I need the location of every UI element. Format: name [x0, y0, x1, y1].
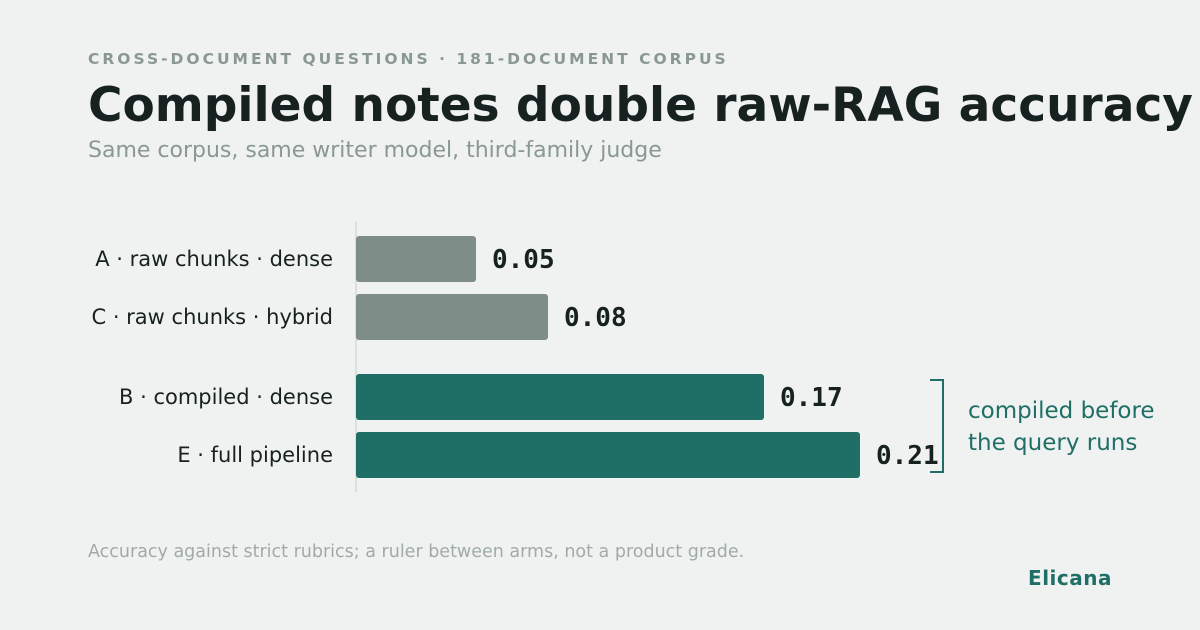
bar-3	[356, 374, 764, 420]
chart-subtitle: Same corpus, same writer model, third-fa…	[88, 138, 662, 163]
category-label: E · full pipeline	[177, 443, 333, 467]
bar-2	[356, 294, 548, 340]
footnote: Accuracy against strict rubrics; a ruler…	[88, 542, 745, 562]
bar-1	[356, 236, 476, 282]
annotation-text: the query runs	[968, 430, 1137, 456]
value-label: 0.17	[780, 383, 843, 413]
chart-eyebrow: CROSS-DOCUMENT QUESTIONS · 181-DOCUMENT …	[88, 50, 729, 68]
annotation-text: compiled before	[968, 398, 1155, 424]
bar-4	[356, 432, 860, 478]
value-label: 0.21	[876, 441, 939, 471]
value-label: 0.08	[564, 303, 627, 333]
category-label: B · compiled · dense	[119, 385, 333, 409]
brand-logo-text: Elicana	[1028, 566, 1112, 590]
annotation-bracket	[930, 379, 944, 473]
value-label: 0.05	[492, 245, 555, 275]
category-label: C · raw chunks · hybrid	[91, 305, 333, 329]
category-label: A · raw chunks · dense	[95, 247, 333, 271]
chart-title: Compiled notes double raw-RAG accuracy	[88, 78, 1193, 133]
